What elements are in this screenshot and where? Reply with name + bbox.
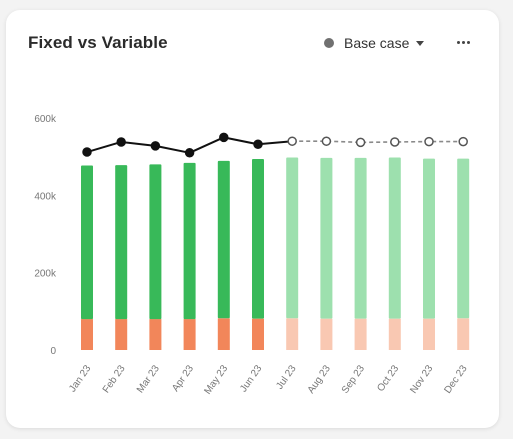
bar-fixed [354, 157, 367, 319]
line-point [219, 132, 229, 143]
line-point [116, 137, 126, 147]
y-tick-label: 600k [34, 114, 57, 125]
bar-variable [423, 318, 435, 350]
line-point [321, 136, 332, 146]
bar-variable [149, 319, 162, 350]
bar-fixed [457, 158, 470, 319]
line-point [82, 147, 92, 157]
bar-variable [286, 318, 299, 350]
line-point [424, 136, 434, 147]
x-tick-label: Oct 23 [375, 363, 401, 394]
bar-fixed [183, 162, 196, 320]
bar-variable [457, 318, 470, 350]
x-tick-label: Mar 23 [135, 363, 162, 395]
x-tick-label: Dec 23 [442, 363, 469, 396]
more-options-button[interactable] [452, 34, 474, 50]
bar-variable [320, 318, 333, 350]
bar-variable [354, 318, 367, 350]
bar-variable [183, 319, 196, 350]
x-tick-label: Nov 23 [408, 363, 435, 396]
bar-variable [252, 318, 264, 350]
line-point [287, 136, 297, 146]
x-tick-label: Apr 23 [170, 363, 196, 394]
scenario-dropdown[interactable]: Base case [324, 32, 425, 54]
line-point [184, 148, 195, 158]
y-tick-label: 400k [34, 191, 57, 202]
line-point [253, 139, 263, 150]
x-tick-label: Jan 23 [67, 363, 93, 394]
bar-fixed [252, 158, 264, 319]
bar-fixed [115, 165, 128, 320]
total-line-forecast [292, 140, 464, 144]
card-title: Fixed vs Variable [28, 33, 168, 52]
caret-down-icon [416, 40, 425, 46]
x-tick-label: Aug 23 [306, 363, 333, 396]
bar-fixed [149, 164, 162, 320]
y-tick-label: 200k [34, 269, 57, 280]
line-point [458, 136, 468, 147]
bar-fixed [320, 157, 333, 319]
bar-variable [115, 319, 128, 350]
bar-fixed [423, 158, 435, 319]
bar-variable [217, 318, 230, 350]
x-tick-label: Sep 23 [340, 363, 367, 396]
x-tick-label: Jun 23 [238, 363, 264, 394]
bar-variable [388, 318, 401, 350]
bar-variable [81, 319, 93, 350]
y-tick-label: 0 [50, 346, 56, 357]
x-tick-label: Jul 23 [274, 363, 299, 392]
scenario-label: Base case [344, 35, 410, 51]
x-tick-label: Feb 23 [101, 363, 128, 395]
line-point [355, 137, 366, 148]
circle-dot-icon [324, 38, 334, 48]
x-tick-label: May 23 [202, 363, 230, 397]
line-point [390, 137, 400, 147]
bar-fixed [81, 165, 93, 320]
bar-fixed [286, 157, 299, 319]
more-horizontal-icon [456, 40, 460, 44]
bar-fixed [388, 157, 401, 319]
line-point [150, 141, 161, 151]
bar-fixed [217, 160, 230, 319]
